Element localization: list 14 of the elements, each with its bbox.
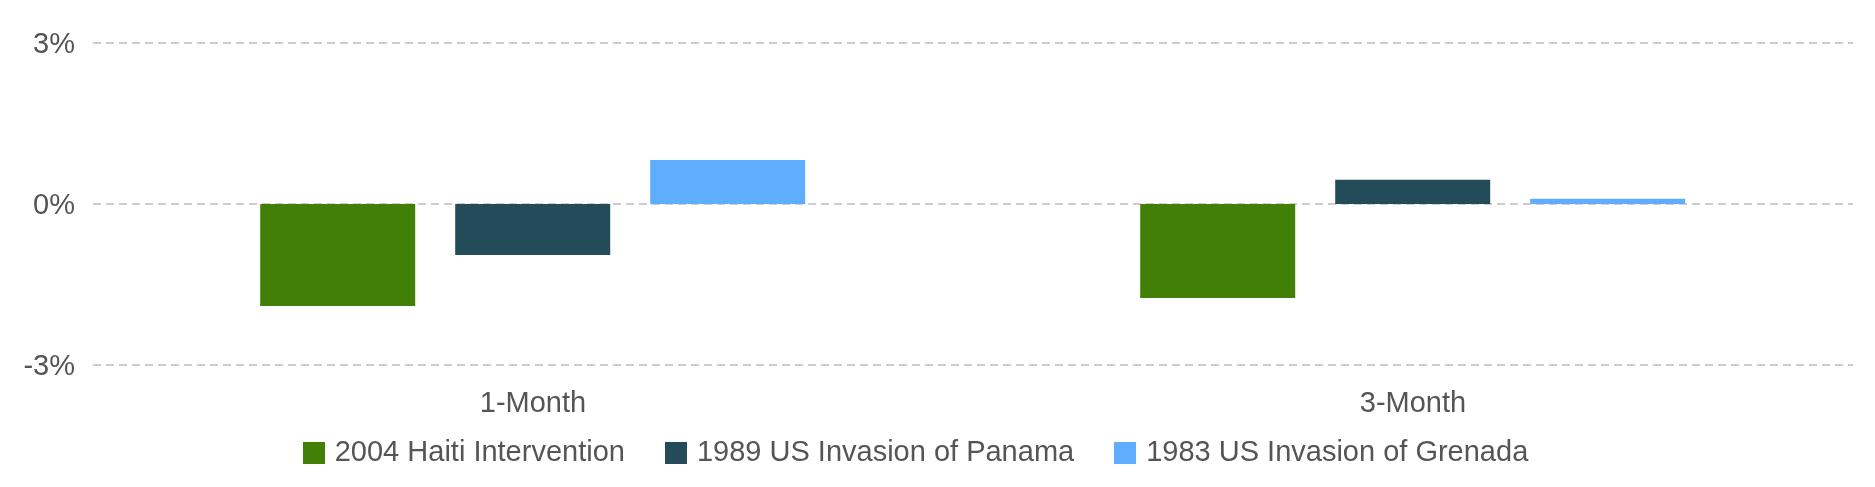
y-tick-label: -3% [23, 349, 75, 382]
y-tick-label: 0% [33, 188, 75, 221]
bar [260, 204, 416, 306]
bar [650, 159, 806, 204]
y-tick-label: 3% [33, 27, 75, 60]
legend-label: 2004 Haiti Intervention [334, 435, 625, 467]
legend-label: 1989 US Invasion of Panama [696, 435, 1075, 467]
x-tick-label: 3-Month [1359, 385, 1467, 418]
bar [1530, 198, 1686, 204]
bar [1140, 204, 1296, 298]
x-tick-label: 1-Month [479, 385, 587, 418]
legend-label: 1983 US Invasion of Grenada [1146, 435, 1529, 467]
bar [455, 204, 611, 255]
bar [1335, 179, 1491, 204]
